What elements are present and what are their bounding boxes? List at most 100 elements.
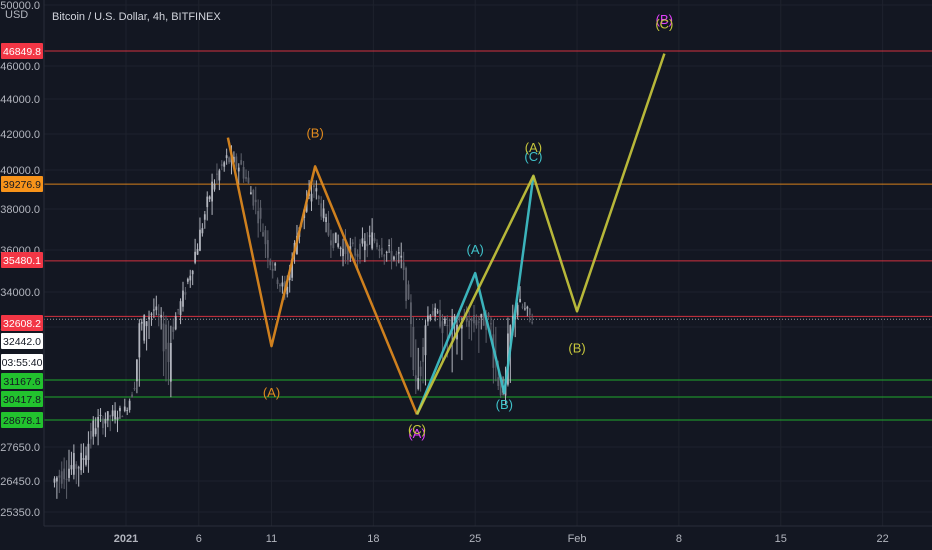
candle-body [419,366,422,377]
candle-body [473,315,475,324]
candle-body [65,478,68,480]
time-axis-ticks: 2021 6 11 18 25 Feb 8 15 22 [114,533,889,545]
settings-corner[interactable] [0,528,44,550]
candle-body [167,342,170,363]
candle-body [99,414,102,416]
candle-body [470,318,473,322]
wave-lines [226,53,666,415]
price-tick: 40000.0 [0,165,40,177]
price-tick: 44000.0 [0,94,40,106]
candle-body [441,321,444,334]
candle-body [220,164,223,166]
candle-body [443,318,446,324]
candle-body [346,246,349,260]
price-badge [1,333,43,349]
price-badge-label: 46849.8 [3,46,41,58]
candle-body [383,255,386,257]
price-tick: 38000.0 [0,204,40,216]
candle-body [313,185,315,188]
candle-body [228,157,230,163]
candle-body [337,243,340,247]
candle-body [380,247,383,255]
candle-body [184,292,187,295]
candle-body [373,238,376,242]
candle-body [271,268,274,271]
candle-body [235,156,238,167]
candle-body [89,430,92,440]
candle-body [460,324,463,329]
candle-body [310,193,313,202]
candle-body [453,316,456,321]
candle-body [434,307,437,317]
candle-body [53,478,56,483]
candle-body [422,347,424,362]
candle-body [378,248,381,252]
candle-body [436,311,439,313]
candle-body [242,167,245,179]
time-tick: 15 [775,533,787,545]
candle-body [155,306,158,311]
candle-body [291,258,294,278]
candle-body [475,319,478,326]
candle-body [148,317,150,320]
candle-body [359,243,361,260]
candle-body [414,375,417,382]
candle-body [157,313,160,316]
candle-body [252,190,255,206]
candle-body [75,464,78,469]
candle-body [247,177,250,183]
candle-body [385,251,388,253]
candle-body [417,378,420,389]
price-badge-label: 28678.1 [3,415,41,427]
candle-body [279,284,281,287]
wave-label: (C) [655,16,673,31]
candle-body [70,465,73,470]
candle-body [102,418,104,429]
candle-body [468,320,471,327]
candle-body [203,214,206,220]
price-badge-label: 39276.9 [3,179,41,191]
price-badge-label: 35480.1 [3,255,41,267]
candle-body [317,196,320,199]
time-axis[interactable] [0,526,932,550]
candle-body [123,406,126,411]
candle-body [77,467,80,469]
candle-body [140,321,143,324]
candle-body [94,428,97,435]
candle-body [85,455,87,465]
candle-body [126,410,129,412]
price-badges: 46849.8 39276.9 35480.1 32608.2 32442.0 03:55… [1,43,43,428]
time-tick: 25 [469,533,481,545]
candle-body [259,207,262,219]
candle-body [186,278,189,282]
price-tick: 50000.0 [0,0,40,12]
candle-body [521,306,524,308]
candle-body [519,298,521,303]
candle-body [72,453,75,475]
currency-label: USD [5,9,28,21]
price-badge [1,354,43,370]
candle-body [133,388,136,390]
grid [44,0,932,526]
candle-body [286,286,289,295]
candle-body [201,228,204,234]
candle-body [405,267,407,301]
candle-body [179,301,182,316]
candle-body [225,155,228,159]
candle-body [174,316,177,330]
candle-body [249,192,252,195]
candle-body [349,246,352,251]
candle-body [332,233,335,249]
price-tick: 25350.0 [0,507,40,519]
candle-body [446,325,449,327]
candle-body [119,407,121,412]
candle-body [531,322,534,324]
candle-body [376,242,378,248]
candle-body [82,458,85,460]
price-badge [1,391,43,407]
price-badge-label: 30417.8 [3,394,41,406]
candle-body [390,250,393,262]
candle-body [482,313,485,326]
